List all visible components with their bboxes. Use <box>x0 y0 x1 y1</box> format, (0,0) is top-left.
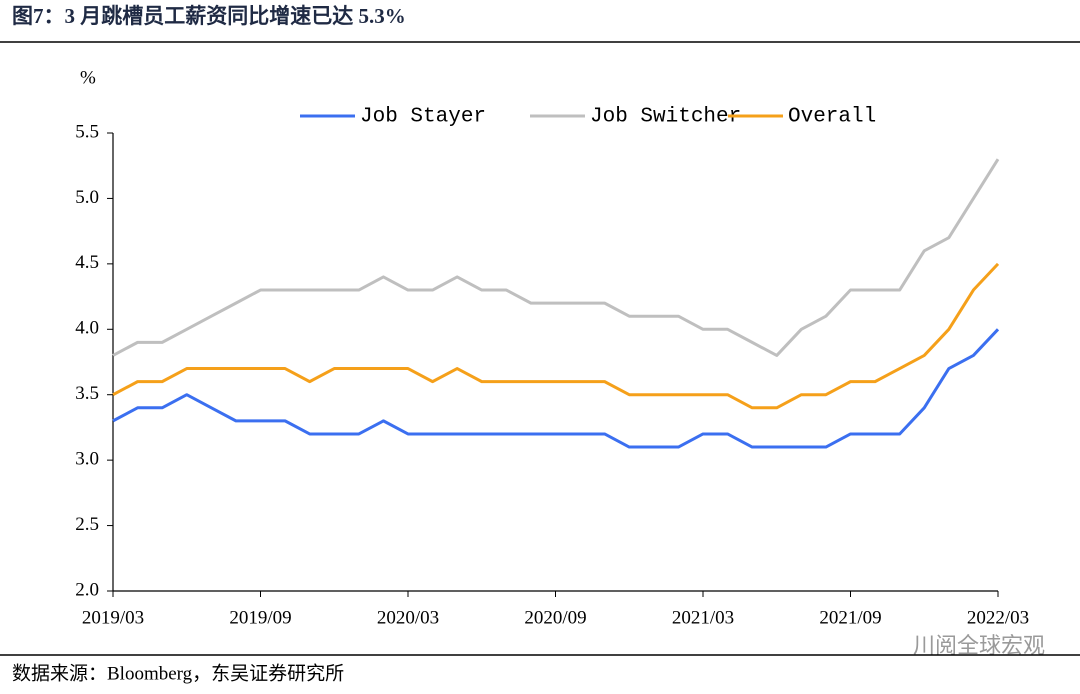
x-tick-label: 2020/09 <box>524 607 586 628</box>
y-tick-label: 3.0 <box>75 449 99 470</box>
y-tick-label: 4.5 <box>75 252 99 273</box>
y-tick-label: 4.0 <box>75 318 99 339</box>
x-tick-label: 2021/09 <box>819 607 881 628</box>
x-tick-label: 2019/03 <box>82 607 144 628</box>
legend-label: Overall <box>788 106 876 129</box>
legend-label: Job Stayer <box>360 106 486 129</box>
y-tick-label: 5.5 <box>75 121 99 142</box>
x-tick-label: 2019/09 <box>229 607 291 628</box>
series-line <box>112 262 1000 410</box>
series-line <box>112 158 1000 357</box>
x-tick-label: 2020/03 <box>377 607 439 628</box>
series-line <box>112 328 1000 449</box>
legend-label: Job Switcher <box>590 106 741 129</box>
y-tick-label: 3.5 <box>75 383 99 404</box>
chart-title: 图7：3 月跳槽员工薪资同比增速已达 5.3% <box>12 4 406 28</box>
source: 数据来源：Bloomberg，东吴证券研究所 <box>12 662 344 684</box>
x-tick-label: 2022/03 <box>967 607 1029 628</box>
y-axis-label: % <box>80 67 96 88</box>
y-tick-label: 5.0 <box>75 187 99 208</box>
x-tick-label: 2021/03 <box>672 607 734 628</box>
y-tick-label: 2.5 <box>75 514 99 535</box>
y-tick-label: 2.0 <box>75 579 99 600</box>
